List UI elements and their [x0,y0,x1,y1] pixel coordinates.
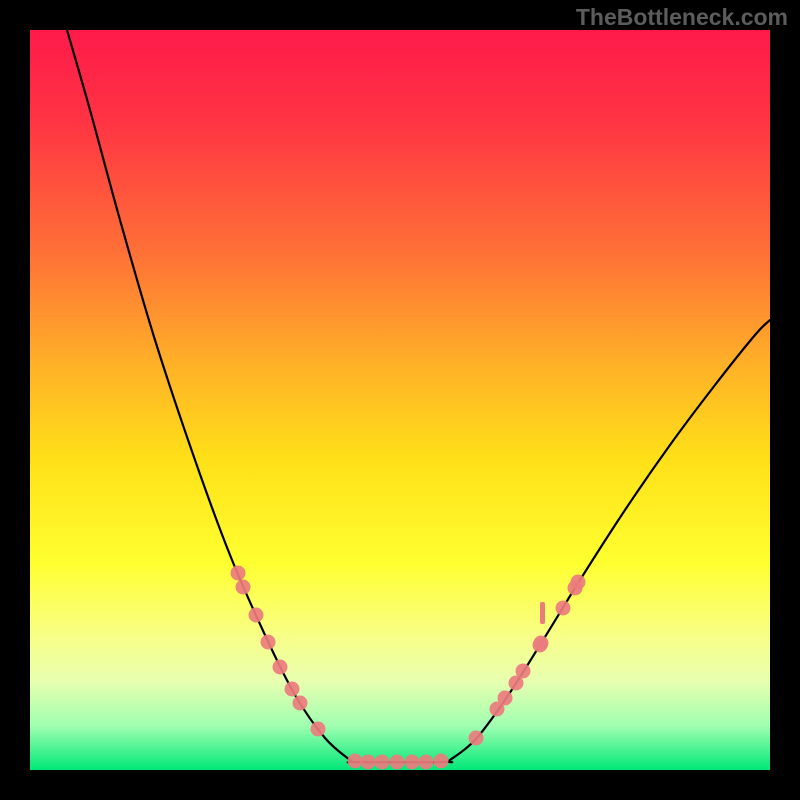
data-point [516,664,531,679]
chart-background [30,30,770,770]
data-point [273,660,288,675]
data-point [348,754,363,769]
data-point [434,754,449,769]
data-point [285,682,300,697]
data-point [231,566,246,581]
data-point [498,691,513,706]
data-point [261,635,276,650]
data-point [390,755,405,770]
data-point [405,755,420,770]
data-point [249,608,264,623]
data-point [534,636,549,651]
data-point [311,722,326,737]
right-tick-mark [540,602,545,624]
data-point [419,755,434,770]
data-point [361,755,376,770]
data-point [236,580,251,595]
data-point [375,755,390,770]
data-point [571,575,586,590]
data-point [293,696,308,711]
data-point [469,731,484,746]
watermark-text: TheBottleneck.com [576,4,788,31]
data-point [556,601,571,616]
